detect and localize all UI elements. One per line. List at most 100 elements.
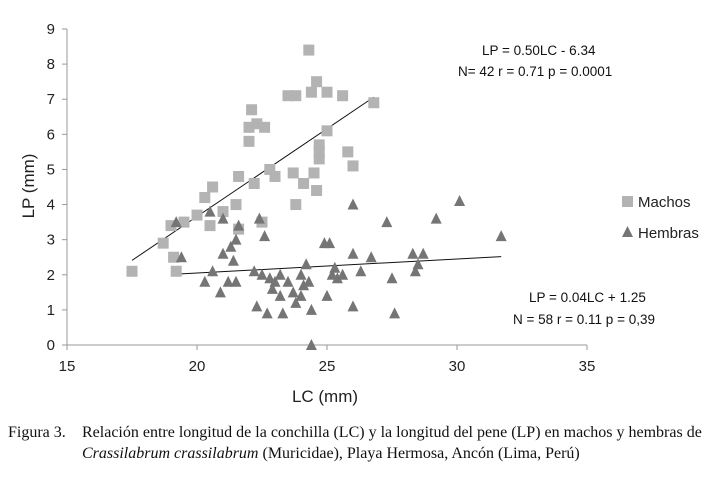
point-hembras: [259, 230, 271, 242]
point-machos: [287, 167, 299, 179]
point-machos: [282, 90, 294, 102]
point-hembras: [214, 286, 226, 298]
point-hembras: [274, 268, 286, 280]
point-hembras: [495, 230, 507, 242]
point-machos: [230, 199, 242, 211]
point-machos: [290, 90, 302, 102]
y-tick-label: 4: [47, 197, 55, 214]
y-tick-label: 2: [47, 267, 55, 284]
point-hembras: [227, 254, 239, 266]
y-tick-label: 8: [47, 56, 55, 73]
point-hembras: [355, 265, 367, 277]
point-hembras: [207, 265, 219, 277]
point-machos: [321, 86, 333, 98]
point-machos: [233, 170, 245, 182]
point-machos: [207, 181, 219, 193]
point-machos: [264, 163, 276, 175]
point-hembras: [321, 289, 333, 301]
point-hembras: [324, 237, 336, 249]
point-hembras: [170, 216, 182, 228]
y-axis-label: LP (mm): [19, 154, 38, 219]
point-hembras: [386, 272, 398, 284]
point-machos: [217, 206, 229, 218]
point-hembras: [347, 198, 359, 210]
point-hembras: [290, 296, 302, 308]
point-machos: [157, 237, 169, 249]
point-machos: [303, 44, 315, 56]
point-hembras: [225, 240, 237, 252]
point-machos: [313, 139, 325, 151]
point-machos: [191, 209, 203, 221]
point-machos: [342, 146, 354, 158]
point-machos: [313, 146, 325, 158]
point-hembras: [365, 251, 377, 263]
y-tick-label: 5: [47, 161, 55, 178]
point-hembras: [217, 247, 229, 259]
x-tick-label: 15: [59, 358, 76, 375]
legend-machos-marker: [622, 196, 633, 207]
point-hembras: [417, 247, 429, 259]
point-machos: [251, 118, 263, 130]
point-hembras: [264, 272, 276, 284]
point-hembras: [303, 275, 315, 287]
data-points: [126, 44, 507, 350]
point-hembras: [305, 303, 317, 315]
point-machos: [243, 121, 255, 133]
point-hembras: [409, 265, 421, 277]
y-tick-label: 3: [47, 232, 55, 249]
hembras-equation: LP = 0.04LC + 1.25: [529, 290, 646, 305]
point-machos: [165, 220, 177, 232]
point-machos: [305, 86, 317, 98]
point-hembras: [282, 275, 294, 287]
legend: Machos Hembras: [622, 194, 699, 242]
y-tick-label: 9: [47, 21, 55, 38]
point-hembras: [277, 307, 289, 319]
point-hembras: [295, 268, 307, 280]
x-tick-label: 25: [319, 358, 336, 375]
point-hembras: [329, 261, 341, 273]
scatter-chart: 0 1 2 3 4 5 6 7 8 9 15 20 25 30 35 LC (mm) LP (mm) LP…: [19, 21, 699, 406]
point-machos: [204, 220, 216, 232]
point-machos: [290, 199, 302, 211]
y-tick-label: 0: [47, 337, 55, 354]
point-hembras: [230, 275, 242, 287]
legend-hembras-label: Hembras: [638, 225, 699, 242]
point-machos: [347, 160, 359, 172]
legend-machos-label: Machos: [638, 194, 691, 211]
y-tick-label: 7: [47, 91, 55, 108]
x-tick-label: 35: [579, 358, 596, 375]
point-hembras: [298, 279, 310, 291]
point-hembras: [300, 258, 312, 270]
point-machos: [321, 125, 333, 137]
point-hembras: [253, 212, 265, 224]
point-hembras: [204, 205, 216, 217]
point-hembras: [430, 212, 442, 224]
point-machos: [259, 121, 271, 133]
caption-species: Crassilabrum crassilabrum: [82, 445, 259, 462]
point-hembras: [454, 195, 466, 207]
point-machos: [199, 192, 211, 204]
point-machos: [337, 90, 349, 102]
hembras-stats: N = 58 r = 0.11 p = 0,39: [513, 312, 655, 327]
point-hembras: [217, 212, 229, 224]
point-hembras: [256, 268, 268, 280]
point-hembras: [295, 289, 307, 301]
point-machos: [308, 167, 320, 179]
point-machos: [178, 216, 190, 228]
y-ticks: 0 1 2 3 4 5 6 7 8 9: [47, 21, 67, 354]
point-hembras: [389, 307, 401, 319]
machos-equation: LP = 0.50LC - 6.34: [482, 43, 596, 58]
point-machos: [311, 76, 323, 88]
point-machos: [298, 177, 310, 189]
point-hembras: [412, 258, 424, 270]
point-machos: [168, 251, 180, 263]
point-machos: [248, 177, 260, 189]
x-ticks: 15 20 25 30 35: [59, 345, 596, 375]
point-hembras: [248, 265, 260, 277]
point-hembras: [331, 272, 343, 284]
point-machos: [170, 265, 182, 277]
x-tick-label: 30: [449, 358, 466, 375]
point-hembras: [347, 247, 359, 259]
point-hembras: [269, 275, 281, 287]
point-hembras: [233, 219, 245, 231]
